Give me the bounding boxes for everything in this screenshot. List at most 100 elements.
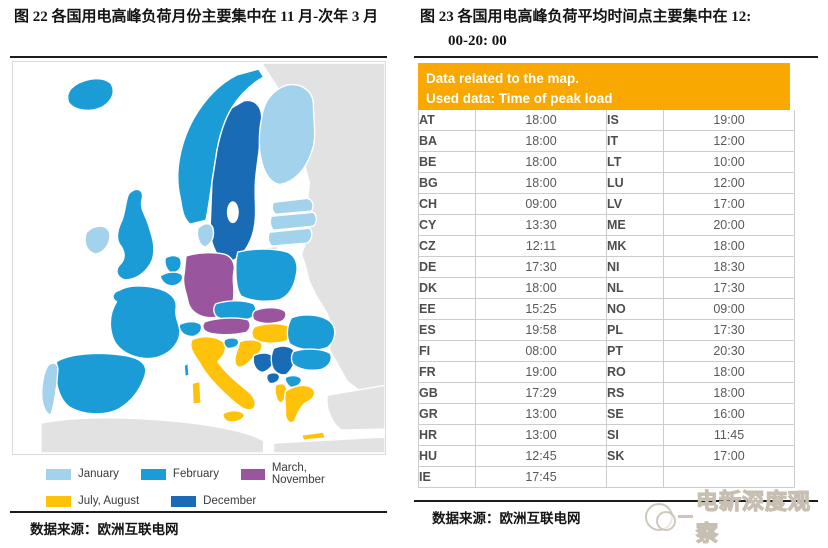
peak-time-cell: 17:29 xyxy=(475,382,607,404)
peak-time-cell: 18:00 xyxy=(475,110,607,131)
peak-time-cell: 18:00 xyxy=(475,277,607,299)
figure22-title-underline xyxy=(10,56,387,58)
legend-swatch-january xyxy=(46,468,71,480)
legend-swatch-december xyxy=(171,495,197,507)
peak-time-cell: 17:30 xyxy=(475,256,607,278)
country-code-cell: MK xyxy=(606,235,664,257)
watermark-logo-icon xyxy=(645,501,676,531)
table-row: BA 18:00 IT 12:00 xyxy=(418,130,795,152)
table-row: GB 17:29 RS 18:00 xyxy=(418,382,795,404)
legend-item-december: December xyxy=(171,495,256,507)
peak-time-cell: 18:00 xyxy=(475,130,607,152)
peak-time-cell: 17:45 xyxy=(475,466,607,488)
table-row: BG 18:00 LU 12:00 xyxy=(418,172,795,194)
country-code-cell: DE xyxy=(418,256,476,278)
country-code-cell: FR xyxy=(418,361,476,383)
peak-time-cell: 19:00 xyxy=(475,361,607,383)
legend-label-december: December xyxy=(203,495,257,507)
peak-time-cell: 17:00 xyxy=(663,445,795,467)
country-czechia xyxy=(213,300,257,322)
country-lithuania xyxy=(267,227,313,247)
peak-time-cell: 20:00 xyxy=(663,214,795,236)
country-slovakia xyxy=(251,307,287,325)
region-turkey xyxy=(326,384,386,431)
country-code-cell: SK xyxy=(606,445,664,467)
table-row: FI 08:00 PT 20:30 xyxy=(418,340,795,362)
table-row: HR 13:00 SI 11:45 xyxy=(418,424,795,446)
country-code-cell: PL xyxy=(606,319,664,341)
watermark-dash xyxy=(677,514,693,518)
country-code-cell: LT xyxy=(606,151,664,173)
peak-time-cell: 08:00 xyxy=(475,340,607,362)
country-code-cell: BA xyxy=(418,130,476,152)
table-row: CH 09:00 LV 17:00 xyxy=(418,193,795,215)
table-row: HU 12:45 SK 17:00 xyxy=(418,445,795,467)
publisher-watermark: 电新深度观察 xyxy=(645,484,828,548)
island-sardinia xyxy=(191,380,202,405)
region-north-africa-west xyxy=(40,417,265,454)
country-ireland xyxy=(84,225,111,255)
peak-time-cell: 20:30 xyxy=(663,340,795,362)
peak-time-cell: 12:11 xyxy=(475,235,607,257)
figure22-bottom-rule xyxy=(10,511,387,513)
peak-time-cell: 18:30 xyxy=(663,256,795,278)
table-row: IE 17:45 xyxy=(418,466,795,488)
peak-time-cell: 16:00 xyxy=(663,403,795,425)
country-code-cell: GR xyxy=(418,403,476,425)
legend-label-july-august: July, August xyxy=(78,495,140,507)
peak-time-cell: 18:00 xyxy=(475,151,607,173)
country-netherlands xyxy=(164,254,182,274)
region-north-africa-east xyxy=(272,436,386,454)
legend-item-january: January xyxy=(46,468,119,480)
peak-time-cell: 13:30 xyxy=(475,214,607,236)
country-code-cell: NO xyxy=(606,298,664,320)
peak-time-cell: 18:00 xyxy=(663,361,795,383)
table-header-line1: Data related to the map. xyxy=(426,71,580,86)
country-belgium xyxy=(159,271,184,287)
peak-load-time-table: AT 18:00 IS 19:00 BA 18:00 IT 12:00 BE 18:00 LT 10:… xyxy=(418,110,795,488)
country-code-cell: AT xyxy=(418,110,476,131)
peak-time-cell: 17:30 xyxy=(663,277,795,299)
lake-vanern xyxy=(226,201,239,224)
country-code-cell: RO xyxy=(606,361,664,383)
peak-time-cell: 12:45 xyxy=(475,445,607,467)
peak-time-cell: 09:00 xyxy=(475,193,607,215)
country-spain xyxy=(55,352,147,415)
country-slovenia xyxy=(223,337,240,350)
legend-item-july-august: July, August xyxy=(46,495,139,507)
country-code-cell: SI xyxy=(606,424,664,446)
peak-time-cell: 09:00 xyxy=(663,298,795,320)
country-code-cell: RS xyxy=(606,382,664,404)
country-code-cell: CZ xyxy=(418,235,476,257)
country-code-cell: LU xyxy=(606,172,664,194)
peak-time-cell: 15:25 xyxy=(475,298,607,320)
europe-peak-month-map xyxy=(12,61,386,455)
country-code-cell: HU xyxy=(418,445,476,467)
country-code-cell: ES xyxy=(418,319,476,341)
map-legend: January February March, November July, A… xyxy=(46,462,381,516)
peak-time-cell: 13:00 xyxy=(475,403,607,425)
country-finland xyxy=(258,83,316,186)
peak-time-cell xyxy=(663,466,795,488)
peak-time-cell: 18:00 xyxy=(663,382,795,404)
peak-time-cell: 19:58 xyxy=(475,319,607,341)
table-row: FR 19:00 RO 18:00 xyxy=(418,361,795,383)
country-switzerland xyxy=(178,320,203,338)
figure23-title-underline xyxy=(414,56,818,58)
legend-swatch-february xyxy=(140,468,166,480)
table-header-band: Data related to the map. Used data: Time… xyxy=(418,63,790,110)
legend-label-january: January xyxy=(78,468,119,480)
country-code-cell: LV xyxy=(606,193,664,215)
table-row: GR 13:00 SE 16:00 xyxy=(418,403,795,425)
country-code-cell: CY xyxy=(418,214,476,236)
legend-item-february: February xyxy=(140,468,219,480)
peak-time-cell: 12:00 xyxy=(663,172,795,194)
peak-time-cell: 19:00 xyxy=(663,110,795,131)
country-code-cell: CH xyxy=(418,193,476,215)
table-row: EE 15:25 NO 09:00 xyxy=(418,298,795,320)
country-austria xyxy=(202,317,251,336)
legend-label-march-november: March, November xyxy=(271,462,325,486)
country-code-cell: BG xyxy=(418,172,476,194)
country-hungary xyxy=(251,322,293,344)
country-portugal xyxy=(41,362,59,416)
